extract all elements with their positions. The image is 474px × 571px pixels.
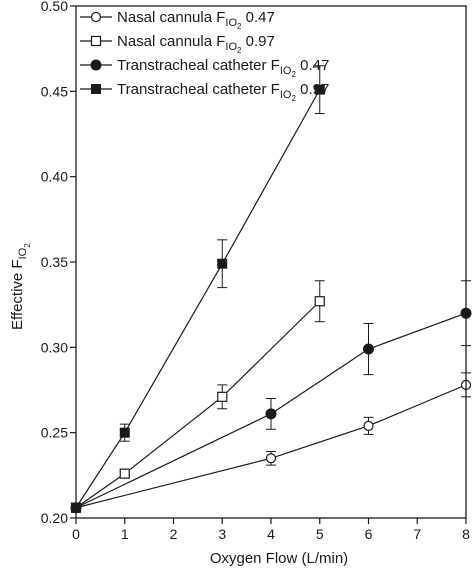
data-point-nc047 [363, 420, 374, 431]
legend-label-subsub: 2 [237, 22, 242, 31]
legend-marker [91, 84, 101, 94]
legend-entry-nc097: Nasal cannula FIO2 0.97 [80, 33, 275, 55]
legend-label-sub: IO [280, 89, 292, 101]
x-tick-label: 3 [218, 526, 226, 542]
y-tick-label: 0.20 [41, 510, 68, 526]
series-nc097 [70, 280, 325, 513]
legend-marker [90, 59, 102, 71]
legend-label-sub: IO [225, 41, 237, 53]
legend-label: Nasal cannula FIO2 0.97 [117, 33, 275, 55]
y-axis-label: Effective FIO2 [9, 243, 32, 330]
data-point-tc047 [265, 408, 277, 420]
legend-entry-tc097: Transtracheal catheter FIO2 0.97 [80, 81, 329, 103]
series-nc047 [70, 372, 472, 513]
legend-label-value: 0.97 [296, 81, 329, 98]
x-tick-label: 1 [121, 526, 129, 542]
series-tc047 [70, 280, 472, 514]
legend-label-sub: IO [280, 65, 292, 77]
legend-label-prefix: Transtracheal catheter F [117, 57, 280, 74]
y-tick-label: 0.30 [41, 339, 68, 355]
legend-marker [90, 11, 102, 23]
legend-label: Transtracheal catheter FIO2 0.47 [117, 57, 329, 79]
series-line-nc047 [75, 384, 467, 509]
legend-entry-tc047: Transtracheal catheter FIO2 0.47 [80, 57, 329, 79]
data-point-tc097 [119, 427, 130, 438]
series-line-nc097 [75, 300, 321, 509]
series-line-tc047 [75, 312, 467, 509]
x-tick-label: 0 [72, 526, 80, 542]
y-tick-label: 0.35 [41, 254, 68, 270]
y-axis-label-sub: IO [17, 247, 29, 259]
y-axis-label-main: Effective F [9, 259, 26, 330]
legend-label: Nasal cannula FIO2 0.47 [117, 9, 275, 31]
data-point-nc047 [265, 453, 277, 464]
x-tick-label: 2 [170, 526, 178, 542]
legend-label-value: 0.97 [241, 33, 274, 50]
data-point-nc097 [314, 296, 325, 307]
series-line-tc097 [75, 89, 321, 509]
legend-entry-nc047: Nasal cannula FIO2 0.47 [80, 9, 275, 31]
data-point-nc097 [119, 468, 130, 479]
y-tick-label: 0.40 [41, 169, 68, 185]
y-tick-label: 0.25 [41, 425, 68, 441]
x-tick-label: 5 [316, 526, 324, 542]
legend-label-subsub: 2 [291, 70, 296, 79]
y-axis-label-subsub: 2 [23, 243, 32, 248]
data-point-nc097 [217, 391, 228, 402]
plot-area [70, 65, 472, 514]
legend-label-prefix: Nasal cannula F [117, 33, 225, 50]
legend-label-sub: IO [225, 17, 237, 29]
axes: 0 1 2 3 4 5 6 7 8 0.20 0.25 0.30 0.35 0.40 0.45 0.50 Oxy… [9, 0, 470, 567]
y-tick-label: 0.50 [41, 0, 68, 14]
x-tick-label: 7 [413, 526, 421, 542]
series-tc097 [71, 65, 325, 513]
data-point-tc097 [217, 258, 228, 269]
x-tick-label: 4 [267, 526, 275, 542]
legend-label-prefix: Nasal cannula F [117, 9, 225, 26]
data-point-tc047 [363, 343, 374, 355]
legend-label: Transtracheal catheter FIO2 0.97 [117, 81, 329, 103]
legend-label-subsub: 2 [291, 94, 296, 103]
legend-label-value: 0.47 [241, 9, 274, 26]
legend-marker [90, 35, 102, 47]
x-axis-label: Oxygen Flow (L/min) [210, 550, 348, 567]
x-tick-label: 6 [365, 526, 373, 542]
legend-label-value: 0.47 [296, 57, 329, 74]
y-tick-label: 0.45 [41, 83, 68, 99]
x-tick-label: 8 [462, 526, 470, 542]
data-point-tc097 [314, 84, 325, 95]
legend-label-subsub: 2 [237, 46, 242, 55]
legend-label-prefix: Transtracheal catheter F [117, 81, 280, 98]
